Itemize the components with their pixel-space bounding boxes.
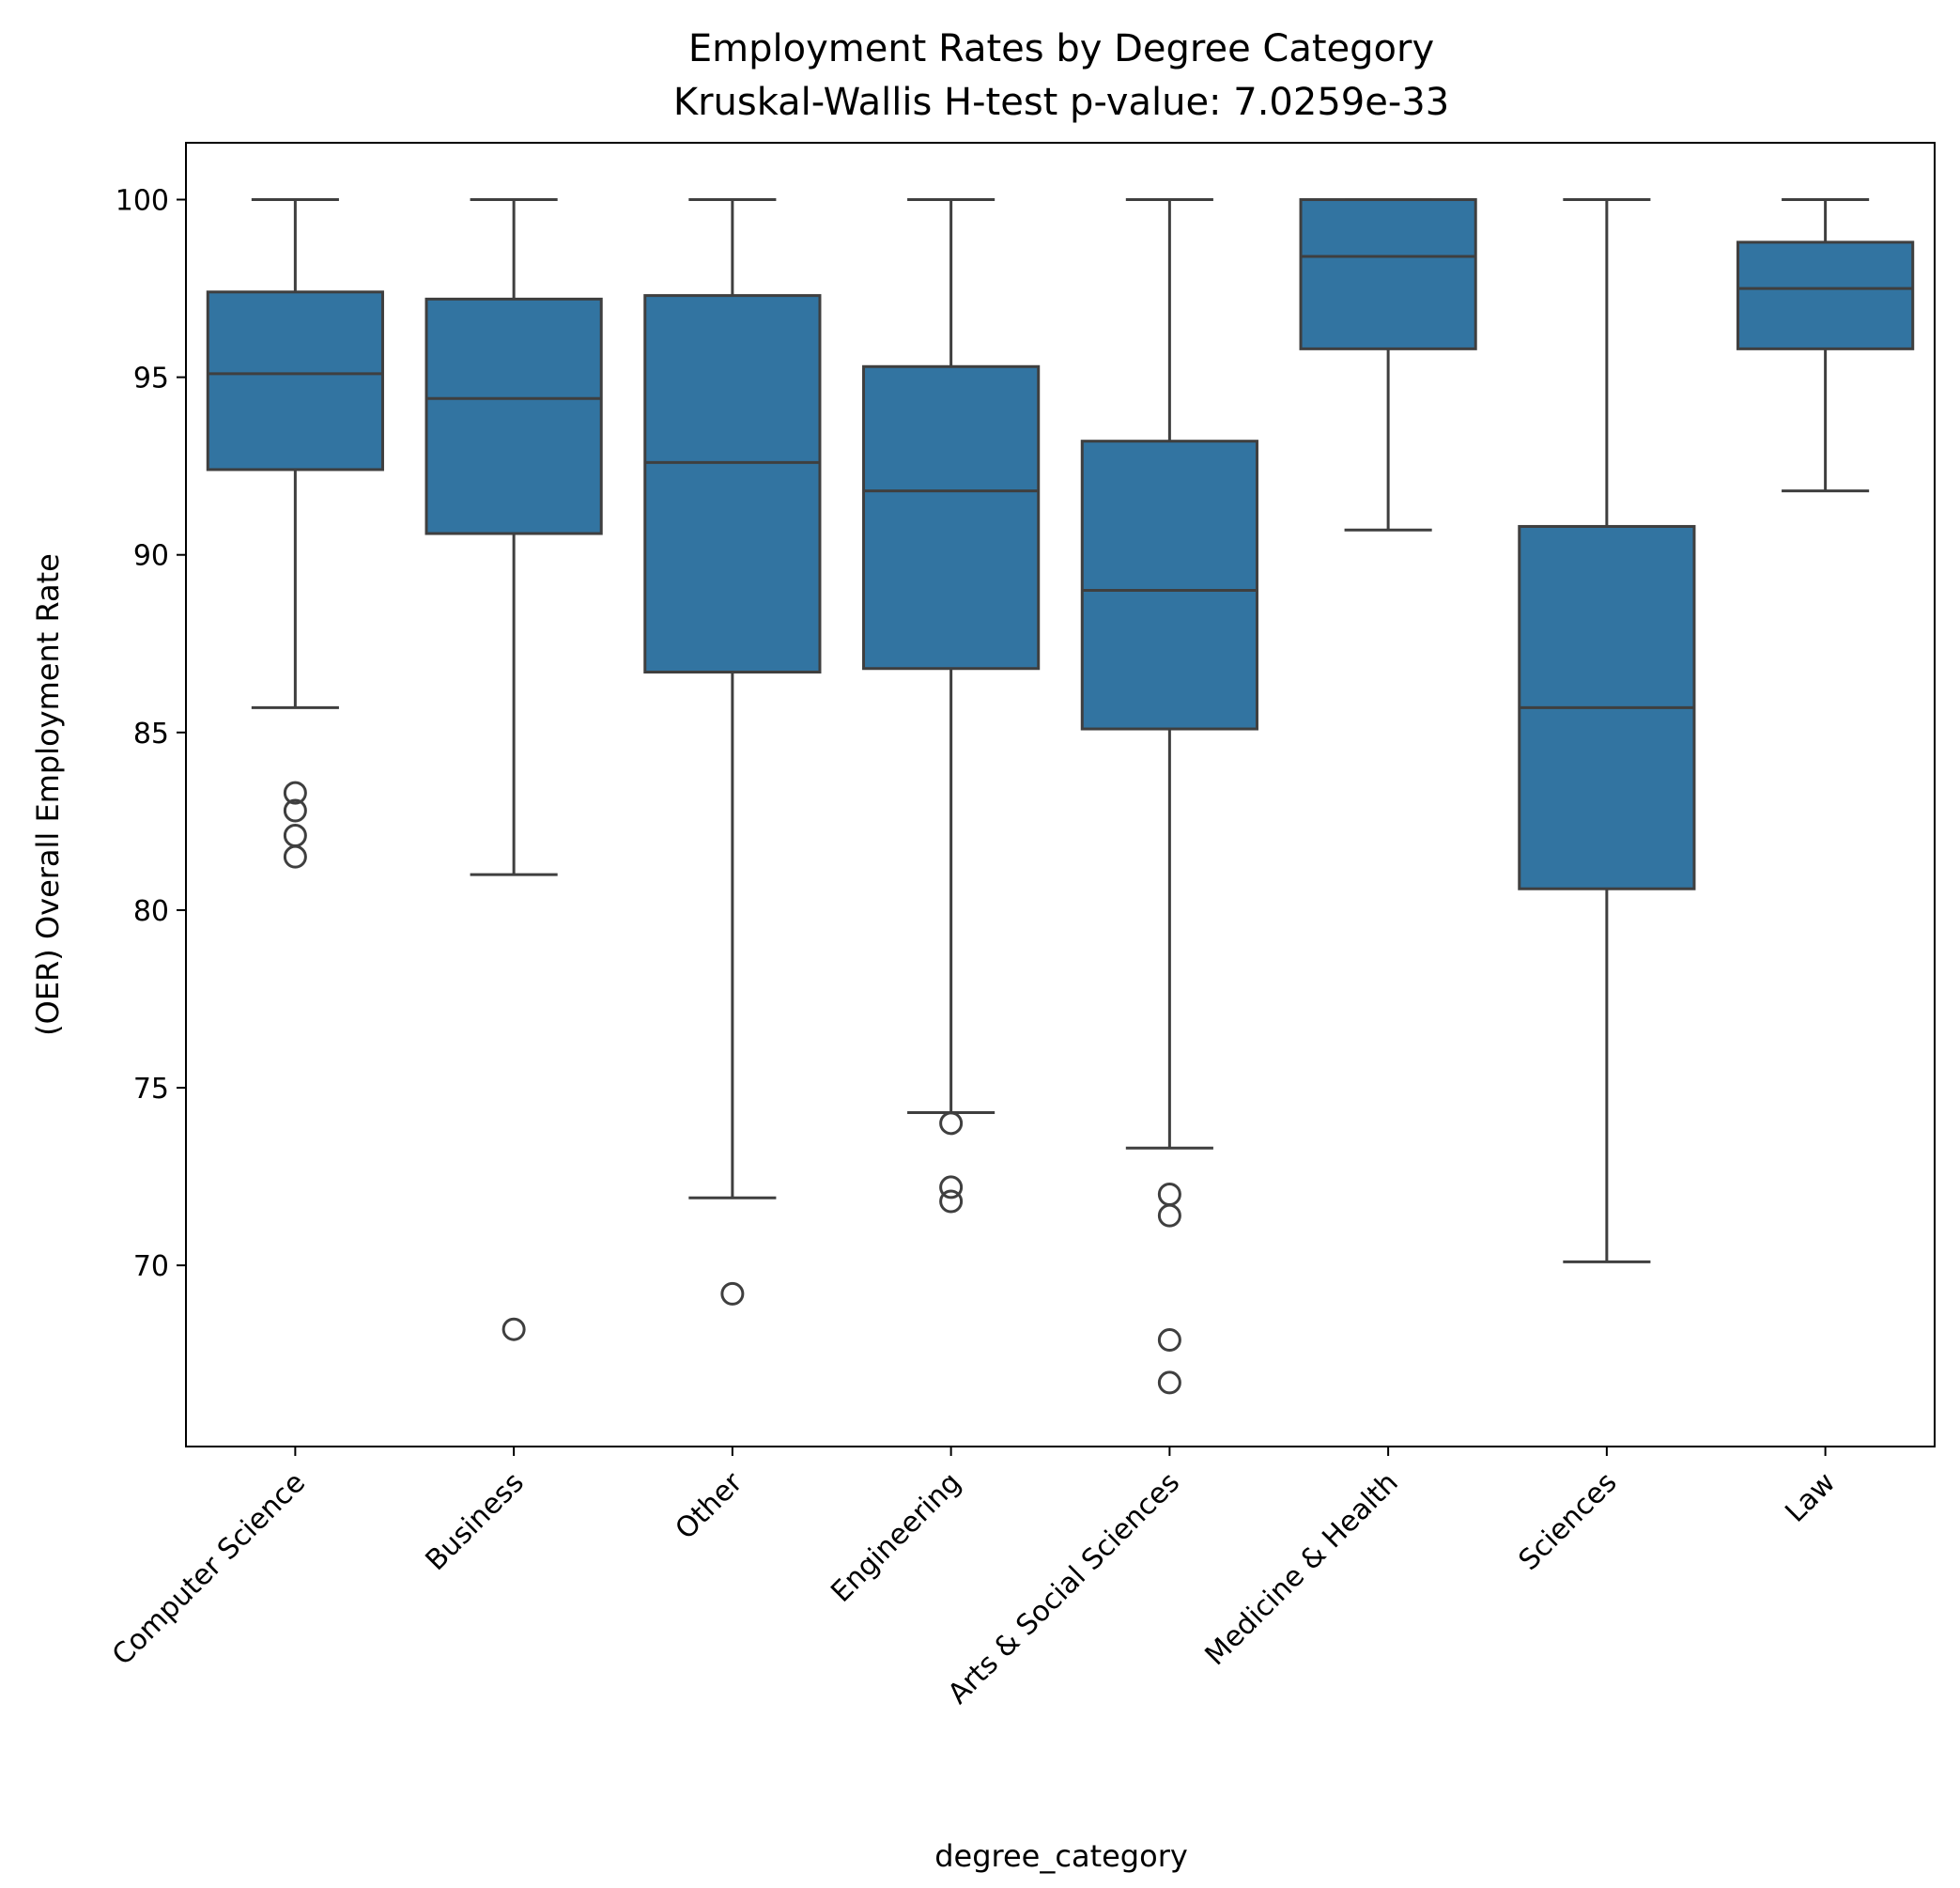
chart-subtitle: Kruskal-Wallis H-test p-value: 7.0259e-3… — [673, 81, 1449, 124]
box-iqr — [1080, 440, 1258, 731]
outlier-point — [283, 781, 307, 805]
outlier-point — [1157, 1370, 1181, 1395]
box-group — [424, 198, 603, 1341]
outlier-point — [283, 798, 307, 823]
box-iqr — [206, 290, 384, 472]
box-group — [1080, 198, 1258, 1395]
y-tick-label: 85 — [133, 718, 169, 751]
x-tick-label: Arts & Social Sciences — [942, 1466, 1186, 1710]
box-group — [206, 198, 384, 869]
box-iqr — [1736, 240, 1915, 350]
outlier-point — [502, 1317, 526, 1341]
box-group — [643, 198, 822, 1306]
outlier-point — [283, 823, 307, 847]
box-group — [1299, 198, 1477, 532]
box-iqr — [862, 364, 1041, 671]
outlier-point — [1157, 1203, 1181, 1228]
chart-title: Employment Rates by Degree Category — [688, 27, 1434, 70]
x-tick-label: Engineering — [825, 1466, 967, 1609]
box-group — [1736, 198, 1915, 493]
outlier-point — [1157, 1182, 1181, 1206]
x-tick-label: Law — [1779, 1466, 1842, 1529]
box-group — [862, 198, 1041, 1214]
outlier-point — [720, 1281, 745, 1306]
y-tick-label: 70 — [133, 1250, 169, 1283]
axes-frame — [185, 142, 1936, 1447]
x-tick-label: Other — [670, 1465, 749, 1545]
x-tick-label: Medicine & Health — [1199, 1466, 1405, 1672]
y-tick-label: 100 — [116, 185, 169, 218]
outlier-point — [939, 1189, 964, 1214]
x-tick-label: Sciences — [1512, 1466, 1623, 1577]
outlier-point — [939, 1175, 964, 1199]
outlier-point — [1157, 1328, 1181, 1353]
box-iqr — [1299, 198, 1477, 350]
outlier-point — [283, 844, 307, 869]
x-axis: Computer Science Business Other Engineering… — [106, 1447, 1842, 1710]
x-tick-label: Business — [419, 1466, 530, 1577]
x-tick-label: Computer Science — [106, 1466, 312, 1672]
y-tick-label: 80 — [133, 895, 169, 928]
box-iqr — [424, 297, 603, 535]
box-iqr — [643, 294, 822, 674]
box-group — [1518, 198, 1696, 1263]
y-axis-label: (OER) Overall Employment Rate — [30, 553, 66, 1036]
x-axis-label: degree_category — [934, 1838, 1188, 1874]
y-tick-label: 95 — [133, 363, 169, 395]
y-axis: 70 75 80 85 90 95 100 — [116, 185, 186, 1283]
outlier-point — [939, 1111, 964, 1136]
plot-area — [206, 198, 1915, 1395]
y-tick-label: 90 — [133, 540, 169, 573]
y-tick-label: 75 — [133, 1073, 169, 1106]
